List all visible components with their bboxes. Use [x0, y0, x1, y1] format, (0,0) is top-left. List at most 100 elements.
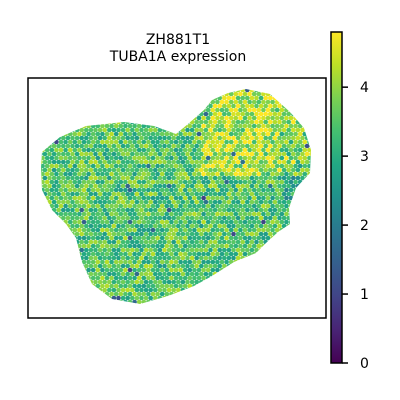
expression-spot [203, 231, 209, 237]
expression-spot [235, 295, 241, 301]
expression-spot [123, 187, 128, 193]
expression-spot [226, 89, 232, 93]
expression-spot [272, 271, 278, 277]
expression-spot [189, 303, 195, 304]
expression-spot [307, 123, 311, 129]
expression-spot [194, 255, 199, 261]
expression-spot [134, 247, 140, 253]
expression-spot [240, 119, 245, 125]
expression-spot [199, 247, 204, 253]
expression-spot [288, 163, 294, 169]
expression-spot [281, 159, 287, 165]
expression-spot [41, 179, 45, 185]
expression-spot [291, 239, 296, 245]
expression-spot [233, 195, 239, 201]
expression-spot [176, 199, 181, 205]
expression-spot [84, 127, 89, 133]
expression-spot [97, 255, 103, 261]
expression-spot [256, 107, 262, 113]
expression-spot [203, 175, 209, 181]
expression-spot [261, 131, 266, 137]
expression-spot [173, 219, 179, 225]
expression-spot [302, 155, 308, 161]
expression-spot [84, 89, 89, 93]
expression-spot [277, 231, 282, 237]
expression-spot [233, 179, 239, 185]
expression-spot [274, 107, 280, 113]
expression-spot [279, 235, 285, 241]
expression-spot [192, 267, 197, 273]
expression-spot [54, 243, 59, 249]
expression-spot [203, 183, 209, 189]
expression-spot [146, 84, 151, 89]
expression-spot [265, 291, 271, 297]
expression-spot [150, 219, 156, 225]
expression-spot [104, 283, 110, 289]
expression-spot [171, 207, 176, 213]
expression-spot [139, 103, 144, 109]
expression-spot [41, 203, 45, 209]
expression-spot [185, 231, 190, 237]
expression-spot [309, 239, 311, 245]
expression-spot [182, 187, 188, 193]
expression-spot [309, 303, 311, 304]
expression-spot [297, 131, 303, 137]
expression-spot [77, 203, 82, 209]
expression-spot [107, 199, 112, 205]
expression-spot [187, 227, 193, 233]
expression-spot [182, 283, 188, 289]
expression-spot [203, 263, 209, 269]
expression-spot [143, 167, 149, 173]
expression-spot [157, 191, 163, 197]
expression-spot [79, 167, 84, 173]
expression-spot [88, 89, 94, 93]
expression-spot [201, 275, 206, 281]
expression-spot [41, 255, 43, 261]
expression-spot [93, 103, 98, 109]
expression-spot [265, 211, 271, 217]
expression-spot [307, 251, 311, 257]
expression-spot [254, 231, 259, 237]
expression-spot [304, 111, 310, 117]
expression-spot [180, 89, 186, 93]
expression-spot [201, 235, 206, 241]
expression-spot [79, 143, 84, 149]
expression-spot [286, 199, 292, 205]
expression-spot [72, 163, 78, 169]
expression-spot [118, 179, 124, 185]
expression-spot [289, 84, 294, 89]
expression-spot [185, 127, 190, 133]
expression-spot [44, 123, 50, 129]
expression-spot [277, 279, 282, 285]
expression-spot [165, 84, 170, 89]
expression-spot [84, 135, 89, 141]
expression-spot [132, 283, 137, 289]
expression-spot [100, 147, 105, 153]
expression-spot [44, 163, 50, 169]
expression-spot [120, 279, 126, 285]
expression-spot [233, 275, 239, 281]
expression-spot [150, 99, 156, 105]
expression-spot [219, 171, 225, 177]
expression-spot [36, 244, 41, 249]
expression-spot [109, 179, 114, 185]
expression-spot [297, 147, 303, 153]
expression-spot [61, 279, 66, 285]
expression-spot [233, 227, 239, 233]
expression-spot [272, 279, 278, 285]
expression-spot [231, 231, 236, 237]
expression-spot [153, 167, 158, 173]
expression-spot [109, 235, 114, 241]
expression-spot [116, 167, 121, 173]
expression-spot [189, 167, 195, 173]
expression-spot [180, 271, 186, 277]
expression-spot [233, 243, 239, 249]
expression-spot [185, 239, 190, 245]
expression-spot [88, 271, 94, 277]
expression-spot [90, 99, 96, 105]
expression-spot [258, 295, 264, 301]
expression-spot [61, 111, 66, 117]
expression-spot [97, 199, 103, 205]
expression-spot [111, 215, 117, 221]
expression-spot [164, 131, 170, 137]
